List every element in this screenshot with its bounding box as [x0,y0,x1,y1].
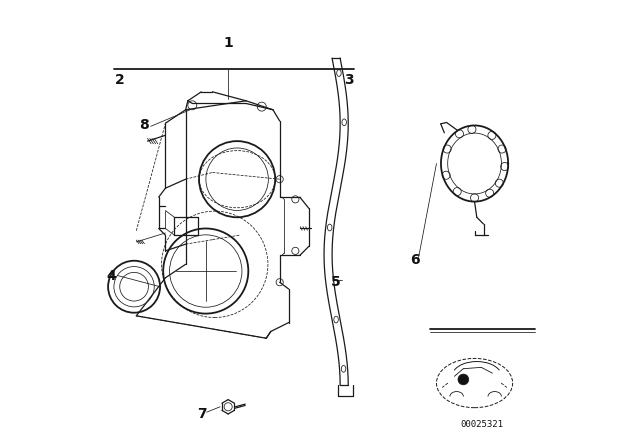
Text: 3: 3 [344,73,354,87]
Text: 7: 7 [197,407,207,422]
Text: 2: 2 [115,73,124,87]
Text: 6: 6 [410,253,420,267]
Text: 1: 1 [223,35,233,50]
Text: 00025321: 00025321 [461,420,504,429]
Text: 4: 4 [106,268,116,283]
Circle shape [458,374,468,385]
Text: 8: 8 [140,118,149,133]
Text: 5: 5 [331,275,340,289]
